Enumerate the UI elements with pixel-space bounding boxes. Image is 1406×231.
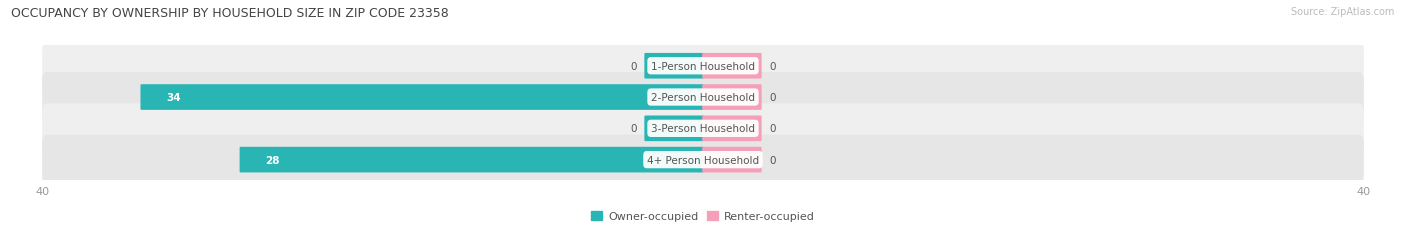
Legend: Owner-occupied, Renter-occupied: Owner-occupied, Renter-occupied: [586, 206, 820, 225]
Text: 0: 0: [630, 124, 637, 134]
FancyBboxPatch shape: [141, 85, 704, 110]
FancyBboxPatch shape: [42, 42, 1364, 91]
Text: 34: 34: [166, 93, 181, 103]
Text: 0: 0: [769, 93, 776, 103]
Text: 0: 0: [769, 61, 776, 71]
Text: 2-Person Household: 2-Person Household: [651, 93, 755, 103]
FancyBboxPatch shape: [702, 54, 762, 79]
Text: 28: 28: [266, 155, 280, 165]
Text: OCCUPANCY BY OWNERSHIP BY HOUSEHOLD SIZE IN ZIP CODE 23358: OCCUPANCY BY OWNERSHIP BY HOUSEHOLD SIZE…: [11, 7, 449, 20]
FancyBboxPatch shape: [42, 104, 1364, 154]
Text: 1-Person Household: 1-Person Household: [651, 61, 755, 71]
FancyBboxPatch shape: [702, 85, 762, 110]
Text: 4+ Person Household: 4+ Person Household: [647, 155, 759, 165]
Text: 0: 0: [769, 124, 776, 134]
FancyBboxPatch shape: [702, 116, 762, 142]
Text: Source: ZipAtlas.com: Source: ZipAtlas.com: [1291, 7, 1395, 17]
FancyBboxPatch shape: [42, 73, 1364, 122]
FancyBboxPatch shape: [644, 116, 704, 142]
Text: 0: 0: [769, 155, 776, 165]
FancyBboxPatch shape: [702, 147, 762, 173]
FancyBboxPatch shape: [42, 135, 1364, 185]
Text: 0: 0: [630, 61, 637, 71]
FancyBboxPatch shape: [239, 147, 704, 173]
Text: 3-Person Household: 3-Person Household: [651, 124, 755, 134]
FancyBboxPatch shape: [644, 54, 704, 79]
